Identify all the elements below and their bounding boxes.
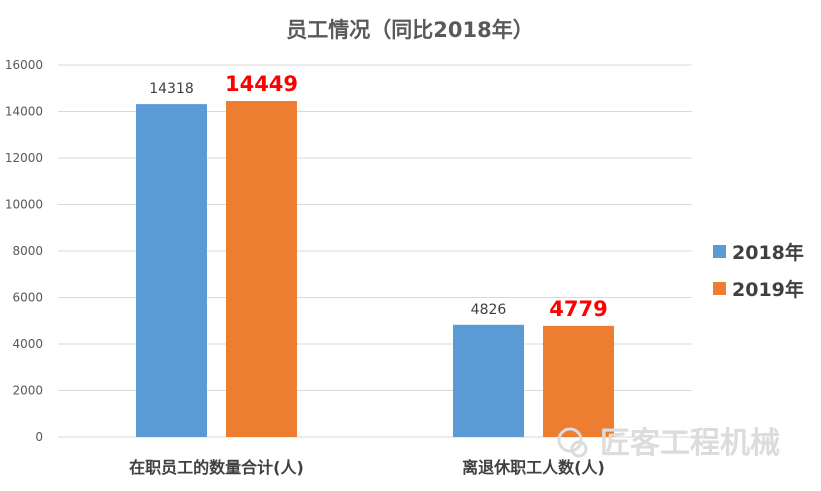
bar-2018-0 xyxy=(136,104,207,437)
legend-label: 2018年 xyxy=(732,241,804,264)
bar-2019-0 xyxy=(226,101,297,437)
y-tick-label: 10000 xyxy=(5,198,43,212)
y-tick-label: 16000 xyxy=(5,58,43,72)
data-label: 4826 xyxy=(471,302,507,318)
bars xyxy=(136,101,614,437)
data-label: 14449 xyxy=(225,72,298,96)
legend: 2018年 2019年 xyxy=(713,241,804,301)
watermark: 匠客工程机械 xyxy=(557,426,780,461)
bar-2019-1 xyxy=(543,325,614,437)
data-labels: 14318 14449 4826 4779 xyxy=(149,72,608,321)
x-axis: 在职员工的数量合计(人) 离退休职工人数(人) xyxy=(129,458,605,477)
chart-title: 员工情况（同比2018年） xyxy=(286,18,533,42)
legend-label: 2019年 xyxy=(732,278,804,301)
data-label: 14318 xyxy=(149,81,194,97)
y-tick-label: 4000 xyxy=(12,337,43,351)
watermark-logo-icon xyxy=(557,427,588,458)
legend-swatch xyxy=(713,282,726,295)
y-tick-label: 14000 xyxy=(5,105,43,119)
x-category-label: 在职员工的数量合计(人) xyxy=(129,458,304,477)
y-tick-label: 12000 xyxy=(5,151,43,165)
x-category-label: 离退休职工人数(人) xyxy=(462,458,605,477)
bar-2018-1 xyxy=(453,324,524,437)
y-axis: 0 2000 4000 6000 8000 10000 12000 14000 16000 xyxy=(5,58,43,444)
data-label: 4779 xyxy=(549,297,607,321)
legend-swatch xyxy=(713,245,726,258)
y-tick-label: 6000 xyxy=(12,291,43,305)
y-tick-label: 2000 xyxy=(12,384,43,398)
y-tick-label: 8000 xyxy=(12,244,43,258)
watermark-text: 匠客工程机械 xyxy=(600,426,780,461)
y-tick-label: 0 xyxy=(35,430,43,444)
